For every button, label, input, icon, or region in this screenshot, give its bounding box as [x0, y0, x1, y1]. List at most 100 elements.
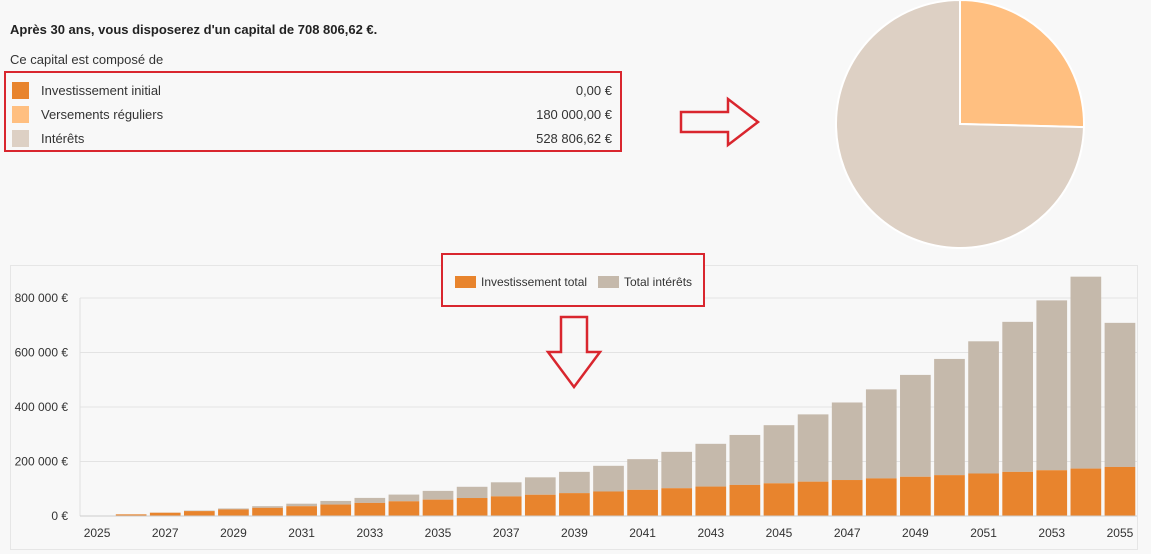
bar-interest-2048[interactable] — [865, 389, 897, 479]
bar-interest-2049[interactable] — [900, 374, 931, 477]
x-tick-label: 2053 — [1038, 526, 1065, 540]
bar-investment-2040[interactable] — [593, 491, 624, 516]
bar-investment-2042[interactable] — [661, 488, 693, 516]
legend-item-interest[interactable]: Total intérêts — [598, 275, 692, 289]
bar-interest-2035[interactable] — [422, 490, 454, 500]
breakdown-label: Intérêts — [41, 131, 85, 146]
x-tick-label: 2043 — [697, 526, 724, 540]
breakdown-value: 180 000,00 € — [536, 107, 612, 122]
bar-investment-2030[interactable] — [252, 507, 283, 516]
breakdown-value: 0,00 € — [575, 83, 612, 98]
initial-investment-swatch — [12, 82, 29, 99]
bar-interest-2036[interactable] — [456, 486, 488, 499]
pie-slice[interactable] — [835, 0, 1085, 249]
bar-interest-2039[interactable] — [559, 471, 590, 494]
bar-investment-2033[interactable] — [354, 502, 386, 516]
breakdown-row-interest: Intérêts 528 806,62 € — [12, 130, 612, 148]
bar-investment-2028[interactable] — [183, 511, 215, 516]
bar-investment-2026[interactable] — [115, 514, 147, 516]
y-tick-label: 400 000 € — [15, 400, 69, 414]
y-tick-label: 800 000 € — [15, 291, 69, 305]
interest-legend-swatch — [598, 275, 619, 288]
bar-interest-2052[interactable] — [1002, 321, 1034, 472]
bar-investment-2035[interactable] — [422, 499, 454, 516]
bar-interest-2051[interactable] — [968, 341, 999, 474]
bar-investment-2050[interactable] — [934, 475, 965, 516]
bar-investment-2052[interactable] — [1002, 471, 1034, 516]
regular-payments-swatch — [12, 106, 29, 123]
investment-legend-swatch — [455, 275, 476, 288]
bar-investment-2039[interactable] — [559, 493, 590, 516]
bar-interest-2030[interactable] — [252, 506, 283, 508]
bar-interest-2032[interactable] — [320, 500, 352, 505]
bar-investment-2034[interactable] — [388, 501, 420, 516]
bar-investment-2027[interactable] — [149, 512, 181, 516]
bar-investment-2046[interactable] — [797, 481, 829, 516]
bar-investment-2047[interactable] — [831, 480, 863, 516]
bar-interest-2042[interactable] — [661, 451, 693, 489]
bar-interest-2054[interactable] — [1070, 276, 1102, 469]
bar-interest-2053[interactable] — [1036, 300, 1068, 471]
x-tick-label: 2025 — [84, 526, 111, 540]
bar-interest-2055[interactable] — [1104, 322, 1136, 467]
bar-investment-2049[interactable] — [900, 476, 931, 516]
bar-interest-2041[interactable] — [627, 459, 658, 490]
interest-swatch — [12, 130, 29, 147]
arrow-right-icon — [679, 96, 761, 148]
bar-investment-2029[interactable] — [218, 509, 249, 516]
bar-investment-2048[interactable] — [865, 478, 897, 516]
pie-slice[interactable] — [959, 0, 1085, 129]
bar-interest-2044[interactable] — [729, 434, 761, 485]
x-tick-label: 2049 — [902, 526, 929, 540]
x-tick-label: 2051 — [970, 526, 997, 540]
bar-investment-2053[interactable] — [1036, 470, 1068, 516]
bar-investment-2041[interactable] — [627, 489, 658, 516]
breakdown-row-initial: Investissement initial 0,00 € — [12, 82, 612, 100]
bar-interest-2029[interactable] — [218, 508, 249, 510]
legend-label: Total intérêts — [624, 275, 693, 289]
bar-investment-2036[interactable] — [456, 498, 488, 516]
x-tick-label: 2039 — [561, 526, 588, 540]
bar-interest-2050[interactable] — [934, 358, 965, 476]
bar-investment-2044[interactable] — [729, 484, 761, 516]
x-tick-label: 2033 — [356, 526, 383, 540]
bar-interest-2033[interactable] — [354, 497, 386, 503]
bar-interest-2028[interactable] — [183, 510, 215, 512]
bar-investment-2038[interactable] — [524, 494, 556, 516]
legend-item-investment[interactable]: Investissement total — [455, 275, 587, 289]
x-tick-label: 2041 — [629, 526, 656, 540]
composition-label: Ce capital est composé de — [10, 52, 164, 67]
y-tick-label: 600 000 € — [15, 346, 69, 360]
bar-interest-2038[interactable] — [524, 477, 556, 495]
x-tick-label: 2055 — [1107, 526, 1134, 540]
bar-interest-2037[interactable] — [490, 482, 522, 497]
x-tick-label: 2047 — [834, 526, 861, 540]
bar-investment-2054[interactable] — [1070, 468, 1102, 516]
bar-investment-2031[interactable] — [286, 506, 317, 516]
bar-interest-2045[interactable] — [763, 425, 795, 484]
arrow-down-icon — [545, 315, 603, 390]
bar-interest-2047[interactable] — [831, 402, 863, 481]
x-tick-label: 2045 — [766, 526, 793, 540]
bar-investment-2045[interactable] — [763, 483, 795, 516]
capital-headline: Après 30 ans, vous disposerez d'un capit… — [10, 22, 378, 37]
bar-investment-2037[interactable] — [490, 496, 522, 516]
bar-interest-2034[interactable] — [388, 494, 420, 502]
bar-interest-2046[interactable] — [797, 414, 829, 482]
bar-interest-2043[interactable] — [695, 443, 727, 487]
breakdown-label: Versements réguliers — [41, 107, 164, 122]
breakdown-row-regular: Versements réguliers 180 000,00 € — [12, 106, 612, 124]
bar-interest-2031[interactable] — [286, 503, 317, 507]
bar-investment-2043[interactable] — [695, 486, 727, 516]
bar-investment-2051[interactable] — [968, 473, 999, 516]
y-tick-label: 0 € — [51, 509, 68, 523]
bar-interest-2040[interactable] — [593, 465, 624, 492]
x-tick-label: 2029 — [220, 526, 247, 540]
y-tick-label: 200 000 € — [15, 455, 69, 469]
bar-investment-2055[interactable] — [1104, 466, 1136, 516]
bar-investment-2032[interactable] — [320, 504, 352, 516]
x-tick-label: 2037 — [493, 526, 520, 540]
chart-legend: Investissement total Total intérêts — [441, 253, 705, 307]
breakdown-label: Investissement initial — [41, 83, 161, 98]
